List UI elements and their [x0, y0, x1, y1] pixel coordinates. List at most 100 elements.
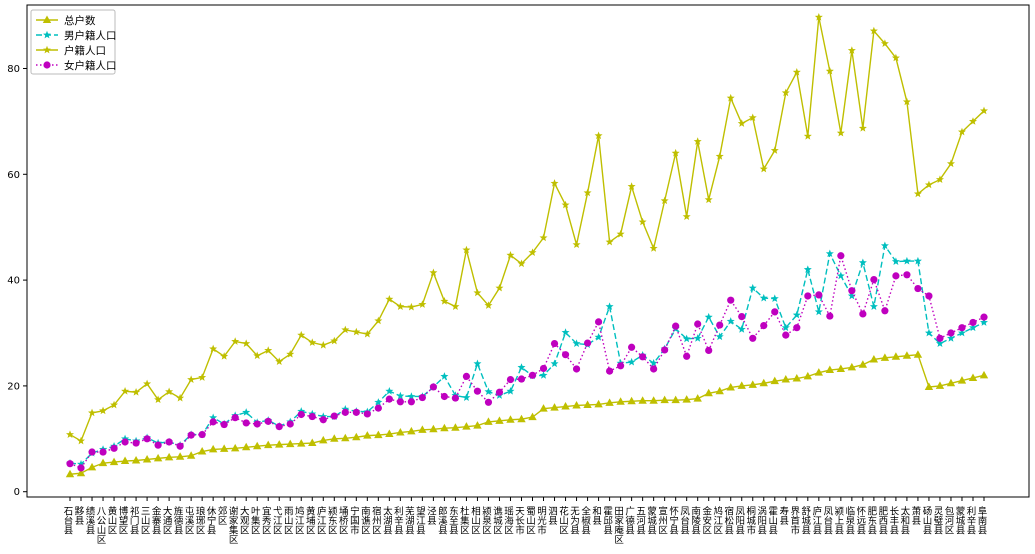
- series-point: [946, 334, 955, 342]
- series-point: [43, 30, 51, 39]
- x-tick-label: 蒙城县: [953, 505, 965, 535]
- series-point: [242, 419, 250, 427]
- series-point: [495, 416, 504, 424]
- series-point: [869, 354, 879, 363]
- x-tick-label: 瑶海区: [502, 505, 514, 534]
- series-point: [793, 324, 801, 332]
- series-point: [385, 294, 394, 303]
- series-point: [782, 331, 790, 339]
- series-point: [208, 444, 218, 453]
- series-point: [66, 430, 74, 438]
- series-point: [737, 381, 746, 389]
- series-point: [759, 293, 768, 302]
- x-tick-label: 包河区: [942, 505, 954, 534]
- series-point: [176, 393, 185, 402]
- x-tick-label: 雨山区: [282, 506, 294, 535]
- series-point: [726, 93, 735, 102]
- series-point: [716, 321, 724, 329]
- series-point: [804, 292, 812, 300]
- x-tick-label: 宣州区: [656, 505, 668, 534]
- series-point: [77, 460, 86, 468]
- series-point: [175, 452, 185, 460]
- x-tick-label: 金安区: [700, 505, 712, 534]
- series-point: [385, 429, 394, 438]
- x-tick-label: 桐城市: [744, 505, 756, 535]
- series-point: [154, 441, 162, 449]
- legend-label: 女户籍人口: [64, 59, 117, 72]
- series-point: [484, 387, 493, 396]
- series-point: [914, 284, 922, 293]
- series-point: [286, 420, 294, 428]
- series-point: [583, 339, 592, 347]
- x-tick-label: 花山区: [557, 505, 569, 534]
- series-point: [825, 66, 834, 75]
- series-point: [649, 244, 658, 252]
- series-point: [275, 357, 284, 365]
- x-tick-label: 谢家集区: [227, 505, 239, 544]
- series-point: [958, 324, 966, 332]
- series-point: [65, 469, 75, 478]
- series-point: [121, 438, 129, 446]
- series-point: [197, 447, 207, 455]
- series-point: [341, 408, 349, 416]
- series-point: [528, 412, 537, 421]
- series-point: [980, 318, 988, 326]
- series-point: [781, 375, 790, 383]
- series-point: [594, 318, 603, 326]
- series-point: [396, 398, 404, 406]
- x-tick-label: 利辛县: [964, 505, 976, 535]
- x-tick-label: 琅琊区: [194, 505, 206, 534]
- series-point: [968, 323, 977, 332]
- x-tick-label: 八公山区: [95, 506, 107, 544]
- legend-item: 总户数: [36, 14, 96, 27]
- series-point: [770, 376, 779, 385]
- x-tick-label: 临泉县: [843, 505, 855, 535]
- series-point: [771, 308, 779, 316]
- series-point: [781, 323, 790, 332]
- series-point: [924, 328, 933, 337]
- series-point: [903, 271, 911, 279]
- series-point: [198, 373, 207, 381]
- series-point: [451, 302, 460, 310]
- series-point: [683, 352, 691, 360]
- x-tick-label: 叶集区: [249, 506, 261, 535]
- series-point: [253, 420, 261, 428]
- x-tick-label: 涡阳县: [755, 506, 767, 535]
- series-point: [836, 271, 845, 280]
- series-point: [935, 175, 944, 183]
- series-point: [88, 448, 96, 456]
- series-point: [803, 132, 812, 140]
- series-point: [418, 393, 426, 402]
- series-point: [396, 427, 405, 436]
- series-point: [528, 371, 537, 379]
- series-point: [902, 256, 911, 265]
- series-point: [825, 365, 835, 374]
- series-point: [407, 426, 416, 435]
- series-point: [980, 106, 988, 115]
- y-tick-label: 0: [14, 487, 20, 498]
- series-point: [209, 344, 218, 353]
- series-point: [517, 375, 526, 383]
- series-point: [66, 460, 74, 468]
- series-point: [870, 275, 878, 284]
- series-point: [120, 456, 130, 465]
- series-point: [682, 395, 691, 403]
- x-tick-label: 长丰县: [887, 505, 899, 535]
- series-point: [440, 372, 449, 380]
- series-point: [495, 388, 504, 396]
- series-point: [847, 362, 857, 371]
- series-point: [110, 444, 118, 452]
- series-point: [99, 406, 108, 415]
- series-point: [561, 328, 570, 336]
- x-tick-label: 田家庵区: [612, 506, 624, 544]
- series-point: [363, 431, 372, 439]
- series-point: [43, 45, 51, 54]
- series-point: [715, 386, 724, 395]
- x-tick-label: 祁门县: [128, 505, 140, 535]
- series-point: [969, 318, 977, 327]
- legend-label: 总户数: [64, 14, 96, 27]
- series-point: [649, 396, 658, 404]
- x-tick-label: 庐江县: [810, 505, 822, 535]
- series-point: [913, 189, 922, 198]
